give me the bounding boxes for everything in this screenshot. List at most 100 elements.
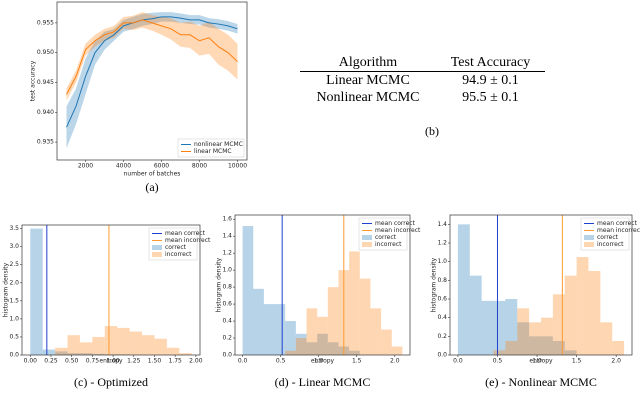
y-tick-label: 0.0: [222, 352, 232, 359]
legend-label: mean incorrect: [375, 227, 421, 234]
x-tick-label: 10000: [228, 163, 247, 170]
histogram-bar: [253, 288, 264, 355]
legend-swatch: [584, 242, 594, 247]
legend-label: nonlinear MCMC: [194, 141, 243, 148]
x-axis-label: entropy: [99, 358, 123, 365]
histogram-bar: [517, 308, 530, 355]
y-tick-label: 0.2: [222, 335, 232, 342]
y-tick-label: 0.950: [37, 49, 54, 56]
y-tick-label: 0.0: [9, 352, 19, 359]
histogram-bar: [42, 349, 56, 355]
histogram-bar: [505, 341, 518, 355]
y-tick-label: 0.4: [222, 318, 232, 325]
cell: Nonlinear MCMC: [316, 90, 420, 105]
row: Linear MCMC 94.9 ± 0.1: [300, 72, 545, 90]
histogram-bar: [55, 347, 68, 355]
y-axis-label: test accuracy: [30, 60, 37, 101]
y-axis-label: histogram density: [216, 257, 223, 312]
legend-label: mean incorrect: [597, 227, 640, 234]
histogram-bar: [564, 275, 577, 355]
plot-frame: [56, 1, 248, 161]
histogram-bar: [79, 353, 93, 355]
y-tick-label: 0.8: [437, 277, 447, 284]
x-tick-label: 0.5: [493, 358, 503, 365]
histogram-bar: [55, 351, 68, 355]
histogram-bar: [576, 257, 589, 355]
x-tick-label: 0.0: [453, 358, 463, 365]
legend-label: mean correct: [165, 230, 206, 237]
histogram-bar: [104, 326, 118, 355]
histogram-bar: [493, 300, 506, 355]
x-tick-label: 1.00: [106, 358, 120, 365]
histogram-bar: [541, 336, 553, 355]
legend-box: [177, 138, 245, 158]
y-tick-label: 0.0: [437, 352, 447, 359]
histogram-bar: [142, 335, 155, 355]
histogram-bar: [274, 304, 286, 355]
caption: (e) - Nonlinear MCMC: [485, 375, 597, 389]
histogram-bar: [391, 346, 403, 355]
histogram-bar: [588, 271, 601, 355]
histogram-bar: [317, 333, 328, 355]
histogram-bar: [349, 251, 360, 355]
legend-swatch: [362, 235, 372, 240]
histogram-bar: [359, 278, 371, 355]
caption: (b): [425, 124, 439, 138]
results-table-wrap: Algorithm Test Accuracy Linear MCMC 94.9 …: [300, 54, 545, 106]
histogram-bar: [327, 287, 339, 355]
x-tick-label: 0.5: [276, 358, 286, 365]
x-tick-label: 1.25: [127, 358, 141, 365]
row: Nonlinear MCMC 95.5 ± 0.1: [300, 89, 545, 106]
histogram-bar: [104, 354, 118, 355]
header-cell: Algorithm: [338, 55, 398, 70]
y-tick-label: 0.2: [437, 333, 447, 340]
histogram-bar: [327, 342, 339, 355]
plot-frame: [21, 224, 201, 356]
x-tick-label: 1.5: [572, 358, 582, 365]
histogram-bar: [92, 353, 105, 355]
histogram-bar: [306, 342, 318, 355]
x-tick-label: 2.0: [611, 358, 621, 365]
histogram-bar: [263, 304, 275, 355]
legend-swatch: [584, 235, 594, 240]
x-tick-label: 0.0: [238, 358, 248, 365]
header-cell: Test Accuracy: [450, 55, 531, 70]
histogram-bar: [612, 341, 625, 355]
histogram-bar: [67, 335, 80, 355]
y-tick-label: 0.6: [222, 301, 232, 308]
histogram-bar: [552, 294, 565, 355]
legend-label: correct: [597, 234, 619, 241]
x-tick-label: 6000: [154, 163, 169, 170]
cell: 95.5 ± 0.1: [462, 90, 519, 105]
legend-label: incorrect: [597, 241, 624, 248]
y-tick-label: 0.5: [9, 333, 19, 340]
x-tick-label: 1.50: [148, 358, 162, 365]
x-axis-label: entropy: [311, 358, 335, 365]
histogram-bar: [306, 308, 318, 355]
results-table: Algorithm Test Accuracy Linear MCMC 94.9 …: [300, 54, 545, 106]
histogram-bar: [529, 336, 541, 355]
histogram-bar: [30, 228, 43, 355]
legend-label: incorrect: [165, 251, 192, 258]
y-tick-label: 0.8: [222, 284, 232, 291]
histogram-bar: [469, 275, 482, 355]
histogram-bar: [552, 341, 565, 355]
x-tick-label: 4000: [116, 163, 131, 170]
histogram-bar: [154, 338, 167, 355]
histogram-bar: [179, 353, 192, 355]
x-axis-label: entropy: [529, 358, 553, 365]
x-tick-label: 1.75: [168, 358, 182, 365]
y-tick-label: 1.0: [9, 315, 19, 322]
y-tick-label: 1.5: [9, 297, 19, 304]
line: [66, 19, 238, 95]
y-tick-label: 1.0: [437, 258, 447, 265]
x-tick-label: 1.0: [532, 358, 542, 365]
confidence-band: [66, 12, 238, 149]
legend-swatch: [152, 245, 162, 250]
y-tick-label: 0.945: [37, 79, 54, 86]
cell: Linear MCMC: [326, 73, 410, 88]
x-tick-label: 0.50: [65, 358, 79, 365]
legend-label: incorrect: [375, 241, 402, 248]
